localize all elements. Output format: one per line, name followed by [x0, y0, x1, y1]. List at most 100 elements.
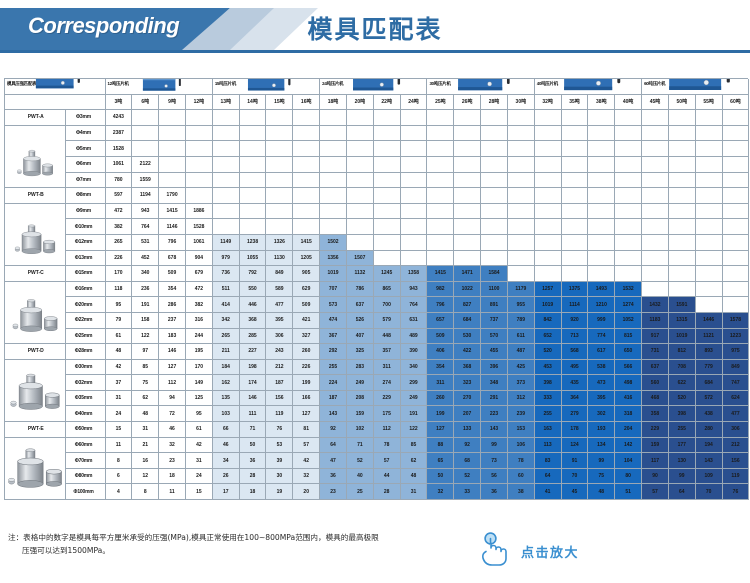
pressure-value-cell: 468: [641, 390, 669, 407]
pressure-value-cell: 446: [239, 296, 267, 313]
tonnage-row-spacer: [5, 94, 106, 111]
pressure-value-cell: 477: [722, 405, 750, 423]
pressure-value-cell: 568: [561, 343, 589, 360]
pressure-value-cell: 28: [239, 468, 267, 485]
die-diameter-label: Φ6mm: [65, 156, 106, 173]
pressure-value-cell: 28: [373, 483, 401, 501]
pressure-value-cell: [292, 187, 321, 204]
pressure-value-cell: 421: [292, 312, 321, 329]
pressure-value-cell: 1121: [695, 328, 723, 345]
pressure-value-cell: 31: [185, 452, 213, 469]
tonnage-label: 13吨: [212, 94, 240, 111]
die-diameter-label: Φ10mm: [65, 218, 106, 235]
pressure-value-cell: 103: [212, 405, 240, 423]
pressure-value-cell: [239, 172, 267, 189]
pressure-value-cell: [346, 140, 374, 157]
pressure-value-cell: [614, 218, 643, 235]
mold-group-image: [5, 203, 66, 267]
pressure-value-cell: [561, 218, 589, 235]
machine-cell-3[interactable]: 24吨压片机: [319, 79, 428, 95]
pressure-value-cell: 1149: [212, 234, 240, 251]
table-row: Φ9mm 472 943 1415 1886: [5, 203, 750, 267]
pressure-value-cell: 1245: [373, 265, 401, 282]
pressure-value-cell: 175: [373, 405, 401, 423]
pressure-value-cell: 117: [641, 452, 669, 469]
pressure-value-cell: [695, 187, 723, 204]
pressure-value-cell: 286: [158, 296, 186, 313]
pressure-value-cell: 53: [265, 437, 294, 454]
pressure-value-cell: [722, 218, 750, 235]
pressure-value-cell: [668, 109, 696, 126]
pressure-value-cell: [426, 140, 455, 157]
die-diameter-label: Φ30mm: [65, 359, 106, 376]
tonnage-label: 12吨: [185, 94, 213, 111]
pressure-value-cell: [239, 203, 267, 220]
pressure-value-cell: 764: [131, 218, 160, 235]
pressure-value-cell: [453, 218, 482, 235]
pressure-value-cell: 142: [614, 437, 643, 454]
pressure-value-cell: 498: [614, 374, 643, 391]
pressure-value-cell: [453, 125, 482, 142]
pressure-value-cell: 1591: [668, 296, 696, 313]
pressure-value-cell: 135: [212, 390, 240, 407]
pressure-value-cell: 306: [722, 421, 750, 438]
pressure-value-cell: 611: [507, 328, 535, 345]
banner-underline: [0, 50, 750, 53]
pressure-value-cell: 78: [507, 452, 535, 469]
pressure-value-cell: [373, 234, 401, 251]
machine-cell-2[interactable]: 15吨压片机: [212, 79, 321, 95]
machine-cell-5[interactable]: 40吨压片机: [534, 79, 643, 95]
pressure-value-cell: 57: [373, 452, 401, 469]
pressure-value-cell: 4243: [105, 109, 133, 126]
pressure-value-cell: [641, 125, 669, 142]
pressure-value-cell: 1114: [561, 296, 589, 313]
pressure-value-cell: [641, 156, 669, 173]
pressure-value-cell: [185, 172, 213, 189]
pressure-value-cell: [480, 203, 508, 220]
pressure-value-cell: [131, 109, 160, 126]
pressure-value-cell: 796: [426, 296, 455, 313]
pressure-value-cell: 323: [453, 374, 482, 391]
pressure-value-cell: [561, 187, 589, 204]
pressure-value-cell: 127: [292, 405, 321, 423]
pressure-value-cell: 1274: [614, 296, 643, 313]
pressure-value-cell: [722, 234, 750, 251]
table-row: Φ10mm 382 764 1146 1528: [5, 218, 750, 235]
pressure-value-cell: 44: [373, 468, 401, 485]
machine-image: [642, 79, 748, 93]
pressure-value-cell: 917: [641, 328, 669, 345]
pressure-value-cell: 36: [239, 452, 267, 469]
pressure-value-cell: [695, 156, 723, 173]
pressure-value-cell: 280: [695, 421, 723, 438]
pressure-value-cell: 158: [131, 312, 160, 329]
pressure-value-cell: 8: [131, 483, 160, 501]
click-to-enlarge-label: 点击放大: [521, 546, 580, 561]
pressure-value-cell: 97: [131, 343, 160, 360]
pressure-value-cell: [426, 109, 455, 126]
pressure-value-cell: 37: [105, 374, 133, 391]
pressure-value-cell: 91: [561, 452, 589, 469]
pressure-value-cell: [292, 172, 321, 189]
pressure-value-cell: 72: [158, 405, 186, 423]
machine-cell-4[interactable]: 30吨压片机: [426, 79, 535, 95]
pressure-value-cell: 81: [292, 421, 321, 438]
pressure-value-cell: 299: [400, 374, 428, 391]
pressure-value-cell: [373, 109, 401, 126]
pressure-value-cell: [668, 172, 696, 189]
pressure-value-cell: 357: [373, 343, 401, 360]
machine-cell-1[interactable]: 12吨压片机: [105, 79, 213, 95]
pressure-value-cell: [641, 203, 669, 220]
machine-cell-6[interactable]: 60吨压片机: [641, 79, 750, 95]
pressure-value-cell: [319, 109, 347, 126]
pressure-value-cell: 38: [507, 483, 535, 501]
pressure-value-cell: [507, 156, 535, 173]
click-to-enlarge-button[interactable]: 点击放大: [478, 531, 579, 572]
pressure-value-cell: [668, 265, 696, 282]
pressure-value-cell: 187: [265, 374, 294, 391]
pressure-value-cell: 312: [507, 390, 535, 407]
pressure-value-cell: [641, 109, 669, 126]
pressure-value-cell: [212, 172, 240, 189]
pressure-value-cell: 119: [265, 405, 294, 423]
pressure-value-cell: 184: [212, 359, 240, 376]
pressure-value-cell: 71: [239, 421, 267, 438]
